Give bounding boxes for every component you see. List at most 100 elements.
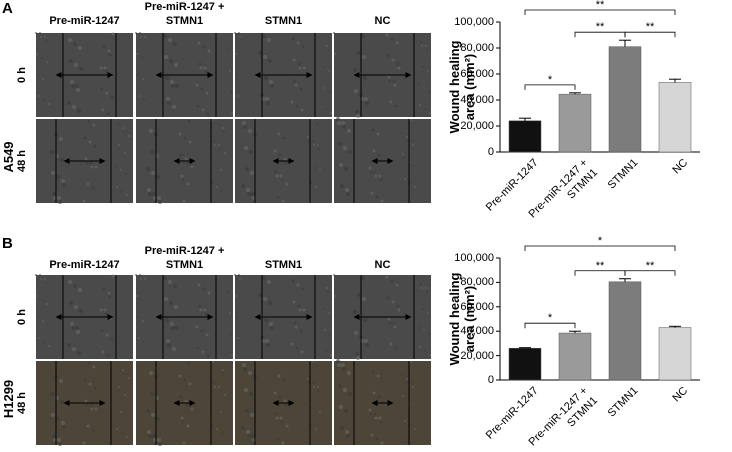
texture	[77, 351, 81, 355]
texture	[429, 112, 431, 114]
texture	[246, 430, 250, 434]
significance-label: **	[595, 21, 605, 34]
texture	[375, 437, 379, 441]
texture	[50, 392, 54, 396]
texture	[293, 79, 297, 83]
texture	[189, 403, 193, 407]
texture	[348, 150, 352, 154]
texture	[92, 123, 96, 127]
texture	[333, 32, 335, 34]
texture	[61, 421, 65, 425]
texture	[368, 166, 372, 170]
texture	[84, 157, 88, 161]
significance-label: **	[595, 0, 605, 11]
texture	[239, 36, 241, 38]
texture	[201, 108, 205, 112]
texture	[334, 53, 336, 55]
texture	[297, 304, 301, 308]
texture	[363, 318, 367, 322]
texture	[186, 182, 190, 186]
texture	[83, 136, 87, 140]
texture	[246, 188, 250, 192]
significance-bracket	[524, 9, 676, 15]
texture	[143, 341, 145, 343]
texture	[73, 284, 77, 288]
texture	[386, 54, 390, 58]
texture	[405, 199, 407, 201]
texture	[71, 84, 75, 88]
texture	[118, 144, 120, 146]
texture	[342, 367, 346, 371]
texture	[219, 148, 221, 150]
texture	[148, 434, 152, 438]
texture	[228, 49, 230, 51]
texture	[84, 399, 88, 403]
texture	[215, 407, 217, 409]
texture	[315, 186, 317, 188]
texture	[395, 283, 399, 287]
texture	[279, 416, 283, 420]
texture	[279, 174, 283, 178]
texture	[104, 70, 108, 74]
texture	[128, 135, 130, 137]
texture	[185, 403, 189, 407]
texture	[76, 88, 80, 92]
texture	[281, 441, 285, 445]
texture	[165, 318, 169, 322]
row-label: 0 h	[16, 309, 28, 325]
cell-line: H1299	[1, 379, 16, 419]
texture	[42, 320, 44, 322]
texture	[183, 378, 187, 382]
texture	[168, 38, 172, 42]
y-tick-label: 60,000	[460, 68, 494, 80]
texture	[157, 196, 161, 200]
texture	[274, 412, 278, 416]
texture	[85, 403, 89, 407]
texture	[326, 287, 328, 289]
texture	[36, 295, 38, 297]
texture	[369, 170, 373, 174]
texture	[250, 413, 254, 417]
texture	[221, 190, 223, 192]
texture	[244, 388, 248, 392]
texture	[402, 153, 404, 155]
texture	[190, 407, 194, 411]
texture	[312, 140, 314, 142]
texture	[390, 37, 394, 41]
texture	[290, 100, 294, 104]
texture	[282, 136, 286, 140]
texture	[364, 97, 368, 101]
texture	[235, 295, 237, 297]
texture	[423, 329, 425, 331]
y-tick-label: 80,000	[460, 276, 494, 289]
texture	[314, 407, 316, 409]
texture	[157, 438, 161, 442]
texture	[102, 45, 106, 49]
texture	[354, 331, 358, 335]
texture	[229, 70, 231, 72]
texture	[36, 53, 38, 55]
texture	[248, 371, 252, 375]
texture	[275, 416, 279, 420]
texture	[167, 343, 171, 347]
texture	[182, 199, 186, 203]
texture	[170, 80, 174, 84]
texture	[125, 173, 127, 175]
y-tick-label: 0	[487, 374, 494, 386]
texture	[314, 165, 316, 167]
texture	[290, 342, 294, 346]
texture	[169, 301, 173, 305]
texture	[353, 310, 357, 314]
significance-label: *	[547, 73, 553, 86]
texture	[110, 95, 114, 99]
texture	[296, 283, 300, 287]
texture	[329, 91, 331, 93]
texture	[107, 291, 111, 295]
texture	[389, 100, 393, 104]
texture	[203, 66, 207, 70]
texture	[152, 434, 156, 438]
texture	[345, 188, 349, 192]
texture	[276, 195, 280, 199]
texture	[377, 153, 381, 157]
texture	[420, 283, 422, 285]
